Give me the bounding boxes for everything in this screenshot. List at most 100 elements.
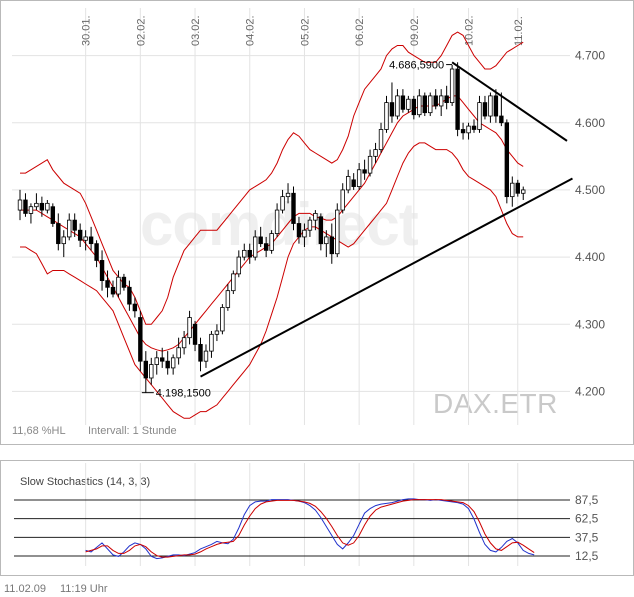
candle-body: [149, 364, 154, 379]
low-annotation-label: 4.198,1500: [156, 388, 211, 400]
stoch-y-tick-label: 37,5: [575, 530, 599, 544]
symbol-watermark: DAX.ETR: [433, 388, 558, 419]
candle-body: [406, 98, 411, 110]
candle-body: [23, 199, 28, 214]
candle-body: [253, 236, 258, 258]
candle-body: [411, 98, 417, 116]
candle-body: [493, 95, 499, 117]
candle-body: [99, 260, 105, 281]
candle-body: [110, 286, 116, 295]
candle-body: [105, 280, 110, 288]
candle-body: [499, 115, 504, 124]
interval-label: Intervall: 1 Stunde: [88, 425, 177, 437]
price-y-tick-label: 4.500: [575, 183, 605, 197]
price-y-tick-label: 4.300: [575, 317, 605, 331]
price-x-tick-label: 10.02.: [464, 15, 476, 46]
candle-body: [165, 360, 170, 369]
candle-body: [181, 337, 187, 349]
candle-body: [340, 189, 345, 211]
candle-body: [88, 236, 94, 245]
candle-body: [258, 236, 263, 245]
price-x-tick-label: 04.02.: [245, 15, 257, 46]
price-y-tick-label: 4.700: [575, 49, 605, 63]
price-y-tick-label: 4.200: [575, 384, 605, 398]
candle-body: [291, 192, 296, 224]
candle-body: [67, 219, 72, 238]
candle-body: [422, 95, 427, 114]
stochastics-title: Slow Stochastics (14, 3, 3): [20, 476, 151, 488]
candle-body: [45, 202, 50, 211]
footer-time: 11:19 Uhr: [60, 583, 108, 595]
candle-body: [389, 102, 395, 117]
candle-body: [285, 192, 291, 198]
price-x-tick-label: 05.02.: [299, 15, 311, 46]
bollinger-lower-line: [20, 142, 524, 419]
candle-body: [313, 213, 318, 221]
candle-body: [428, 95, 433, 114]
candle-body: [373, 149, 378, 157]
candle-body: [50, 206, 56, 224]
candle-body: [39, 202, 45, 211]
candle-body: [225, 290, 231, 308]
candle-body: [504, 122, 510, 198]
candle-body: [192, 323, 198, 345]
stoch-y-tick-label: 87,5: [575, 493, 599, 507]
candle-body: [521, 189, 526, 194]
candle-body: [455, 68, 460, 130]
price-y-tick-label: 4.600: [575, 116, 605, 130]
candle-body: [356, 169, 362, 187]
candle-body: [269, 233, 274, 251]
candle-body: [395, 95, 400, 117]
price-y-tick-label: 4.400: [575, 250, 605, 264]
candle-body: [138, 317, 143, 362]
candle-body: [417, 95, 422, 116]
candle-body: [214, 330, 220, 335]
candle-body: [362, 169, 367, 174]
price-x-tick-label: 06.02.: [354, 15, 366, 46]
trendline: [451, 61, 568, 142]
candle-body: [77, 229, 83, 241]
candle-body: [72, 219, 77, 231]
candle-body: [449, 68, 455, 104]
candle-body: [209, 333, 214, 352]
trendline: [200, 177, 573, 378]
candle-body: [296, 223, 302, 238]
candle-body: [400, 95, 406, 110]
candle-body: [433, 95, 438, 107]
candle-body: [444, 95, 449, 103]
candle-body: [143, 360, 149, 379]
stochastics-chart-panel: [0, 460, 634, 576]
candle-body: [466, 125, 471, 134]
candle-body: [324, 236, 329, 245]
candle-body: [176, 347, 181, 359]
bollinger-upper-line: [20, 31, 524, 325]
candle-body: [351, 179, 356, 187]
stoch-y-tick-label: 62,5: [575, 512, 599, 526]
stoch-y-tick-label: 12,5: [575, 549, 599, 563]
candle-body: [345, 176, 351, 191]
candle-body: [510, 182, 515, 198]
candle-body: [127, 286, 132, 305]
candle-body: [198, 343, 203, 362]
candle-body: [203, 350, 209, 362]
candle-body: [34, 202, 39, 208]
price-x-tick-label: 11.02.: [513, 16, 525, 46]
hl-percentage-label: 11,68 %HL: [12, 425, 66, 437]
candle-body: [242, 249, 247, 258]
candle-body: [329, 236, 334, 255]
candle-body: [274, 209, 280, 234]
candle-body: [236, 256, 241, 275]
candle-body: [28, 206, 34, 214]
candle-body: [302, 229, 307, 238]
price-x-tick-label: 30.01.: [81, 15, 93, 46]
candle-body: [488, 95, 493, 117]
candle-body: [132, 303, 138, 312]
candle-body: [170, 357, 176, 369]
candle-body: [154, 357, 159, 365]
candle-body: [83, 236, 88, 241]
price-x-tick-label: 09.02.: [409, 15, 421, 46]
high-annotation-label: 4.686,5900: [389, 60, 444, 72]
candle-body: [477, 102, 482, 130]
candle-body: [121, 276, 127, 288]
